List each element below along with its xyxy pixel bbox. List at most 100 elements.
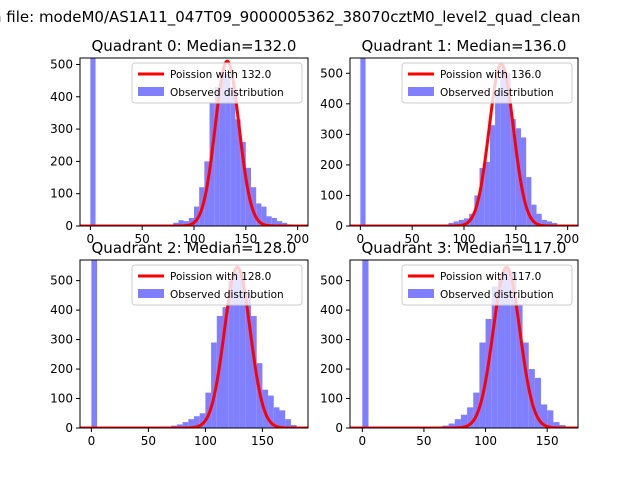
histogram-bar xyxy=(235,119,241,226)
poisson-curve xyxy=(350,265,578,428)
histogram-bar xyxy=(485,318,492,428)
histogram-bar xyxy=(211,342,217,428)
histogram-bar xyxy=(546,221,553,226)
x-tick-label: 0 xyxy=(357,232,365,246)
plot-area xyxy=(80,260,308,428)
histogram-bar xyxy=(282,222,288,226)
histogram-bar xyxy=(495,91,501,226)
histogram-bar xyxy=(491,286,498,428)
histogram-bar xyxy=(448,423,455,428)
x-tick-label: 100 xyxy=(474,434,497,448)
subplot-quadrant-0: 0 50 100 150 200 0 100 200 300 400 500 Quadrant 0: … xyxy=(50,37,309,246)
histogram-bar xyxy=(553,422,560,428)
histogram-bar xyxy=(460,414,468,428)
x-tick-label: 200 xyxy=(556,232,579,246)
legend-box xyxy=(401,264,573,306)
axes-frame xyxy=(349,259,579,429)
histogram-bar xyxy=(474,195,480,226)
x-tick-label: 100 xyxy=(194,434,217,448)
legend-swatch-observed xyxy=(138,87,164,96)
plot-area xyxy=(350,58,578,226)
histogram-bar xyxy=(230,87,236,226)
histogram-bar xyxy=(521,137,527,226)
histogram-bar xyxy=(536,213,542,226)
x-tick-label: 150 xyxy=(504,232,527,246)
legend-box xyxy=(131,62,303,104)
histogram-bar xyxy=(547,410,554,428)
subplot-title: Quadrant 0: Median=132.0 xyxy=(92,37,297,55)
plot-area xyxy=(350,260,578,428)
histogram-bar xyxy=(182,422,189,428)
histogram-bar xyxy=(225,74,231,226)
legend-label-observed: Observed distribution xyxy=(170,87,284,99)
histogram-bar xyxy=(504,268,511,428)
histogram-bar xyxy=(214,87,220,226)
histogram-bar xyxy=(183,221,189,226)
histogram-bar xyxy=(273,407,280,428)
histogram-bar xyxy=(497,277,505,428)
y-tick-label: 200 xyxy=(320,362,343,376)
x-tick-label: 100 xyxy=(183,232,206,246)
histogram-bar xyxy=(256,203,262,226)
histogram-bar xyxy=(552,222,558,226)
legend-label-observed: Observed distribution xyxy=(440,87,554,99)
histogram-bar xyxy=(500,67,506,226)
axes-frame xyxy=(79,259,309,429)
histogram-bar xyxy=(541,219,547,226)
y-tick-label: 500 xyxy=(50,274,73,288)
y-tick-label: 500 xyxy=(320,274,343,288)
histogram-bar xyxy=(473,392,480,428)
poisson-curve xyxy=(80,265,308,428)
histogram-bar xyxy=(178,220,184,226)
histogram-bar xyxy=(90,58,96,226)
histogram-bar xyxy=(510,271,517,428)
subplot-title: Quadrant 3: Median=117.0 xyxy=(362,239,567,257)
x-tick-label: 0 xyxy=(87,232,95,246)
x-tick-label: 100 xyxy=(453,232,476,246)
x-tick-label: 0 xyxy=(359,434,367,448)
histogram-bar xyxy=(453,221,459,226)
histogram-bar xyxy=(194,416,200,428)
legend-swatch-observed xyxy=(408,289,434,298)
histogram-bar xyxy=(522,342,529,428)
y-tick-label: 100 xyxy=(50,187,73,201)
x-tick-label: 50 xyxy=(405,232,420,246)
histogram-bar xyxy=(251,187,257,226)
y-tick-label: 0 xyxy=(65,421,73,435)
y-tick-label: 300 xyxy=(320,127,343,141)
histogram-bar xyxy=(458,219,464,226)
histogram-bar xyxy=(176,424,183,428)
histogram-bar xyxy=(484,161,490,226)
subplot-quadrant-3: 0 50 100 150 0 100 200 300 400 500 Quadrant 3: Med… xyxy=(320,239,579,448)
histogram-bar xyxy=(454,419,461,428)
x-tick-label: 150 xyxy=(251,434,274,448)
histogram-bar xyxy=(516,304,523,428)
x-tick-label: 200 xyxy=(286,232,309,246)
y-tick-label: 400 xyxy=(320,97,343,111)
x-tick-label: 50 xyxy=(135,232,150,246)
y-tick-label: 100 xyxy=(320,392,343,406)
figure-title: n file: modeM0/AS1A11_047T09_9000005362_… xyxy=(0,8,581,26)
x-tick-label: 50 xyxy=(416,434,431,448)
histogram-bar xyxy=(479,167,485,226)
legend-box xyxy=(131,264,303,306)
histogram-bar xyxy=(515,128,521,226)
subplot-title: Quadrant 1: Median=136.0 xyxy=(362,37,567,55)
histogram-bar xyxy=(467,407,474,428)
histogram-bar xyxy=(228,280,234,428)
histogram-bar xyxy=(205,392,212,428)
y-tick-label: 500 xyxy=(320,66,343,80)
legend-swatch-observed xyxy=(138,289,164,298)
x-tick-label: 0 xyxy=(88,434,96,448)
histogram-bar xyxy=(239,274,246,428)
histogram-bar xyxy=(240,142,246,226)
subplot-title: Quadrant 2: Median=128.0 xyxy=(92,239,297,257)
legend-label-poisson: Poission with 128.0 xyxy=(170,271,271,283)
histogram-bar xyxy=(271,217,277,226)
y-tick-label: 0 xyxy=(335,219,343,233)
y-tick-label: 200 xyxy=(320,158,343,172)
histogram-bar xyxy=(233,271,240,428)
legend-label-poisson: Poission with 132.0 xyxy=(170,69,271,81)
histogram-bar xyxy=(360,58,366,226)
